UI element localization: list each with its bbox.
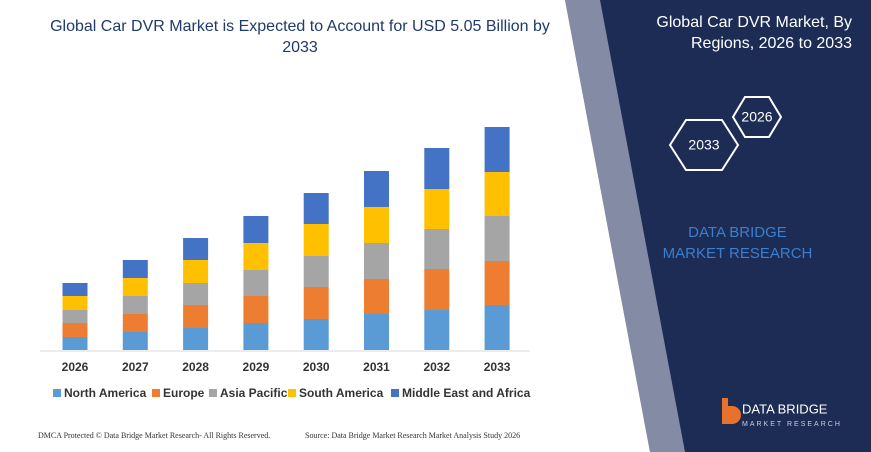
- logo-name: DATA BRIDGE: [742, 401, 828, 416]
- bar-segment: [243, 216, 269, 243]
- bar-segment: [243, 323, 269, 350]
- bar-segment: [484, 127, 510, 172]
- hex-label: 2033: [688, 137, 719, 153]
- bar-segment: [62, 283, 88, 296]
- x-tick-label: 2027: [122, 360, 149, 374]
- x-tick-label: 2029: [243, 360, 270, 374]
- logo: DATA BRIDGE MARKET RESEARCH: [722, 398, 842, 428]
- hexagon: [668, 119, 740, 171]
- bar-segment: [303, 193, 329, 224]
- bar-segment: [424, 310, 450, 350]
- bar-segment: [122, 314, 148, 332]
- bar-segment: [243, 270, 269, 296]
- x-tick-label: 2032: [423, 360, 450, 374]
- bar-segment: [183, 260, 209, 283]
- bar-segment: [424, 148, 450, 189]
- panel-brand: DATA BRIDGE MARKET RESEARCH: [662, 224, 813, 262]
- bar-segment: [122, 296, 148, 314]
- legend-label: North America: [64, 386, 147, 400]
- legend-swatch: [391, 389, 399, 397]
- bar-segment: [183, 283, 209, 305]
- footer-right: Source: Data Bridge Market Research Mark…: [305, 431, 521, 440]
- legend-label: South America: [299, 386, 384, 400]
- bar-segment: [183, 305, 209, 328]
- bar-segment: [183, 238, 209, 260]
- bar-segment: [364, 243, 389, 279]
- bar-segment: [243, 243, 269, 270]
- legend-swatch: [152, 389, 160, 397]
- bar-segment: [243, 296, 269, 323]
- x-tick-label: 2031: [363, 360, 390, 374]
- bar-segment: [183, 328, 209, 350]
- bar-segment: [122, 260, 148, 278]
- legend-label: Middle East and Africa: [402, 386, 531, 400]
- bar-segment: [424, 269, 450, 310]
- footer-left: DMCA Protected © Data Bridge Market Rese…: [38, 431, 271, 440]
- hex-2033: 2033: [668, 119, 740, 171]
- legend-swatch: [53, 389, 61, 397]
- logo-mark: [722, 398, 741, 424]
- bar-segment: [484, 305, 510, 350]
- bar-segment: [62, 310, 88, 323]
- panel-edge: [565, 0, 685, 452]
- logo-tagline: MARKET RESEARCH: [742, 421, 842, 428]
- bar-segment: [122, 278, 148, 296]
- x-tick-label: 2026: [62, 360, 89, 374]
- bar-segment: [62, 337, 88, 350]
- legend-label: Europe: [163, 386, 205, 400]
- bar-segment: [303, 287, 329, 319]
- bar-segment: [484, 216, 510, 261]
- bar-segment: [484, 172, 510, 216]
- bar-segment: [62, 323, 88, 337]
- bar-segment: [62, 296, 88, 310]
- x-tick-label: 2033: [484, 360, 511, 374]
- bar-segment: [122, 332, 148, 350]
- legend-swatch: [288, 389, 296, 397]
- panel-title: Global Car DVR Market, By Regions, 2026 …: [656, 14, 852, 52]
- legend-label: Asia Pacific: [220, 386, 288, 400]
- bar-segment: [364, 279, 389, 314]
- bar-segment: [424, 229, 450, 269]
- bar-segment: [484, 261, 510, 305]
- x-tick-label: 2030: [303, 360, 330, 374]
- x-tick-label: 2028: [182, 360, 209, 374]
- bar-segment: [364, 207, 389, 243]
- hex-2026: 2026: [731, 96, 783, 138]
- bar-segment: [303, 224, 329, 256]
- bar-segment: [303, 319, 329, 350]
- hexagon: [731, 96, 783, 138]
- bar-segment: [303, 256, 329, 287]
- chart-title: Global Car DVR Market is Expected to Acc…: [50, 18, 550, 56]
- bar-segment: [364, 171, 389, 207]
- bar-segment: [424, 189, 450, 229]
- legend-swatch: [209, 389, 217, 397]
- hex-label: 2026: [741, 109, 772, 125]
- bar-segment: [364, 314, 389, 350]
